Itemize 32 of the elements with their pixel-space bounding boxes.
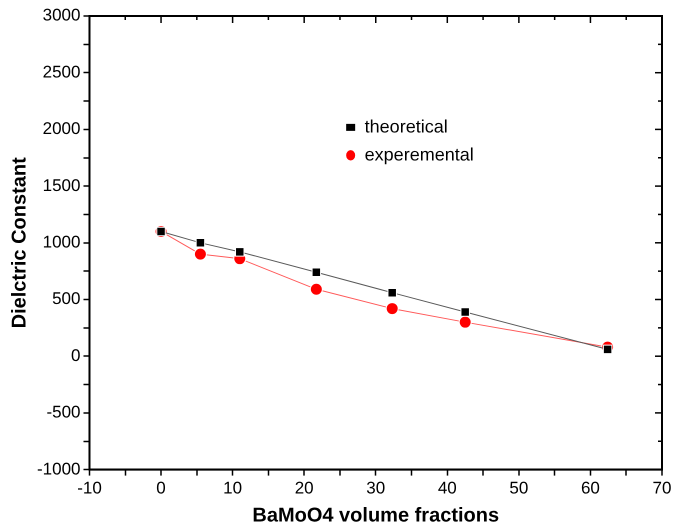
- x-tick-label: 70: [652, 478, 672, 498]
- x-tick-label: 20: [294, 478, 314, 498]
- x-tick-label: 0: [156, 478, 166, 498]
- x-tick-label: 10: [223, 478, 242, 498]
- y-tick-label: 1000: [42, 232, 80, 252]
- legend-label: theoretical: [364, 116, 448, 136]
- point: [194, 248, 207, 261]
- y-axis-title: Dielctric Constant: [8, 156, 31, 328]
- y-tick-label: 0: [71, 346, 80, 365]
- y-tick-label: 1500: [42, 176, 80, 195]
- point: [196, 238, 206, 248]
- y-tick-label: -1000: [36, 459, 80, 478]
- y-tick-label: -500: [46, 402, 80, 422]
- point: [386, 302, 399, 316]
- point: [458, 316, 472, 329]
- point: [460, 307, 470, 317]
- y-tick-label: 2500: [42, 62, 80, 82]
- point: [312, 268, 322, 278]
- x-tick-label: 60: [580, 478, 600, 498]
- x-tick-label: 30: [366, 478, 386, 498]
- x-tick-label: 40: [438, 478, 457, 498]
- y-tick-label: 3000: [42, 6, 80, 25]
- y-tick-label: 500: [52, 289, 80, 308]
- legend-label: experemental: [364, 144, 474, 164]
- point: [387, 288, 397, 298]
- point: [235, 247, 245, 257]
- y-tick-label: 2000: [42, 119, 80, 138]
- point: [310, 282, 323, 296]
- x-tick-label: 50: [509, 478, 528, 498]
- x-tick-label: -10: [77, 478, 102, 498]
- point: [602, 344, 612, 354]
- x-axis-title: BaMoO4 volume fractions: [252, 504, 500, 527]
